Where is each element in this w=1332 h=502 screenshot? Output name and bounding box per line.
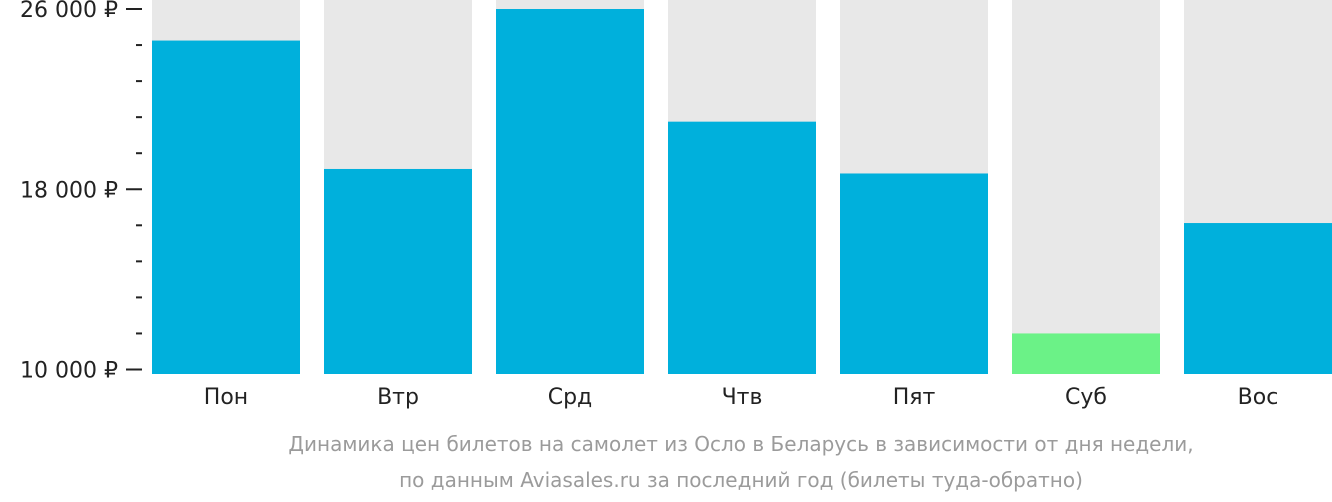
bar-day-1[interactable] <box>152 40 300 374</box>
bar-day-2[interactable] <box>324 168 472 374</box>
bar-track-day-6 <box>1012 0 1160 374</box>
x-tick-label-day-1: Пон <box>204 385 248 410</box>
y-tick-label: 18 000 ₽ <box>20 178 118 203</box>
x-tick-label-day-6: Суб <box>1065 385 1107 410</box>
bar-day-5[interactable] <box>840 173 988 374</box>
x-tick-label-day-5: Пят <box>893 385 936 410</box>
x-tick-label-day-4: Чтв <box>722 385 763 410</box>
bar-day-4[interactable] <box>668 121 816 374</box>
x-tick-label-day-7: Вос <box>1238 385 1279 410</box>
price-by-weekday-chart: 10 000 ₽ 18 000 ₽ 26 000 ₽ Пон Втр Срд Чтв Пят… <box>20 0 1332 410</box>
bar-day-3[interactable] <box>496 9 644 374</box>
chart-caption-line-1: Динамика цен билетов на самолет из Осло … <box>288 432 1194 456</box>
bar-day-6[interactable] <box>1012 333 1160 374</box>
y-tick-label: 26 000 ₽ <box>20 0 118 23</box>
x-tick-label-day-2: Втр <box>377 385 419 410</box>
x-tick-label-day-3: Срд <box>548 385 593 410</box>
bar-day-7[interactable] <box>1184 223 1332 374</box>
y-tick-label: 10 000 ₽ <box>20 358 118 383</box>
chart-caption-line-2: по данным Aviasales.ru за последний год … <box>399 468 1083 492</box>
